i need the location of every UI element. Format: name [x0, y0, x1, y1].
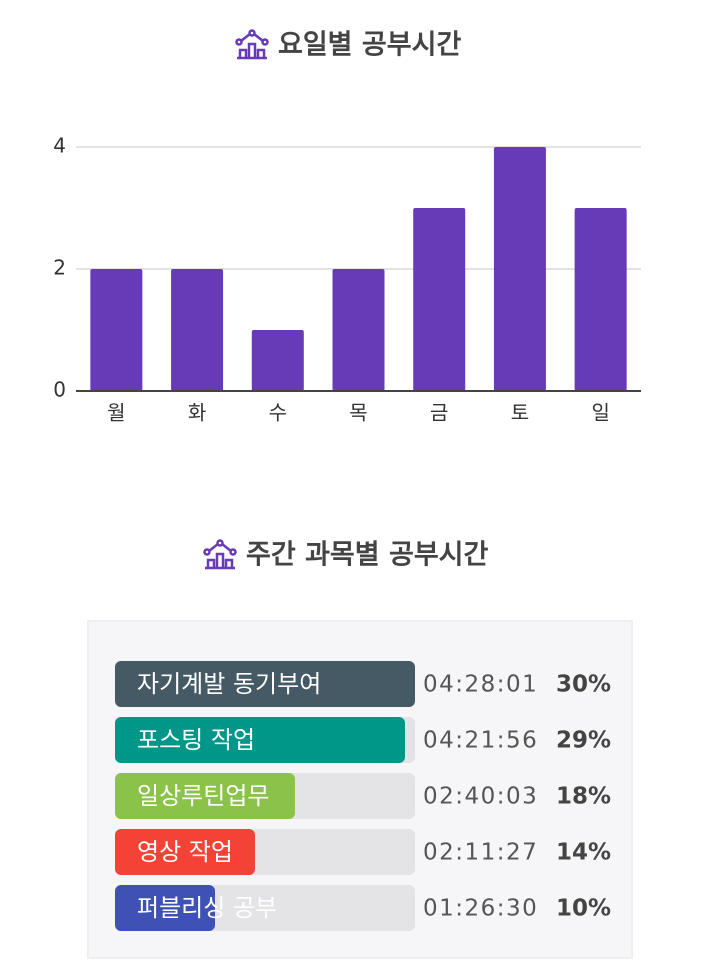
bar — [171, 269, 224, 391]
title-icon — [235, 29, 269, 60]
subject-time: 02:11:27 — [423, 840, 538, 866]
subject-percent: 29% — [556, 728, 611, 754]
x-tick-label: 화 — [188, 401, 206, 425]
chart-title: 요일별 공부시간 — [278, 30, 461, 61]
subject-name: 자기계발 동기부여 — [137, 670, 321, 698]
subject-time: 02:40:03 — [423, 784, 538, 810]
x-tick-label: 금 — [430, 401, 448, 425]
progress-bar — [115, 661, 415, 707]
bar — [413, 208, 466, 391]
y-tick-label: 0 — [53, 378, 66, 402]
title-icon — [203, 539, 237, 570]
x-tick-label: 목 — [349, 401, 367, 425]
subject-name: 포스팅 작업 — [137, 726, 255, 754]
bar — [90, 269, 143, 391]
subject-percent: 18% — [556, 784, 611, 810]
bar — [251, 330, 304, 391]
subject-percent: 30% — [556, 672, 611, 698]
x-tick-label: 일 — [591, 401, 609, 425]
subject-time: 01:26:30 — [423, 896, 538, 922]
bar — [493, 147, 546, 391]
subject-name: 퍼블리싱 공부 — [137, 894, 277, 922]
subject-percent: 14% — [556, 840, 611, 866]
progress-bar — [115, 717, 405, 763]
bar — [574, 208, 627, 391]
x-tick-label: 수 — [269, 401, 287, 425]
section-title: 주간 과목별 공부시간 — [246, 540, 489, 571]
y-tick-label: 2 — [53, 256, 66, 280]
y-tick-label: 4 — [53, 134, 66, 158]
subject-time: 04:28:01 — [423, 672, 538, 698]
subject-name: 영상 작업 — [137, 838, 233, 866]
x-tick-label: 토 — [511, 401, 529, 425]
subject-percent: 10% — [556, 896, 611, 922]
progress-bar — [115, 773, 295, 819]
x-tick-label: 월 — [107, 401, 125, 425]
progress-bar — [115, 829, 255, 875]
subject-time: 04:21:56 — [423, 728, 538, 754]
subject-name: 일상루틴업무 — [137, 782, 269, 810]
progress-bar — [115, 885, 215, 931]
bar — [332, 269, 385, 391]
